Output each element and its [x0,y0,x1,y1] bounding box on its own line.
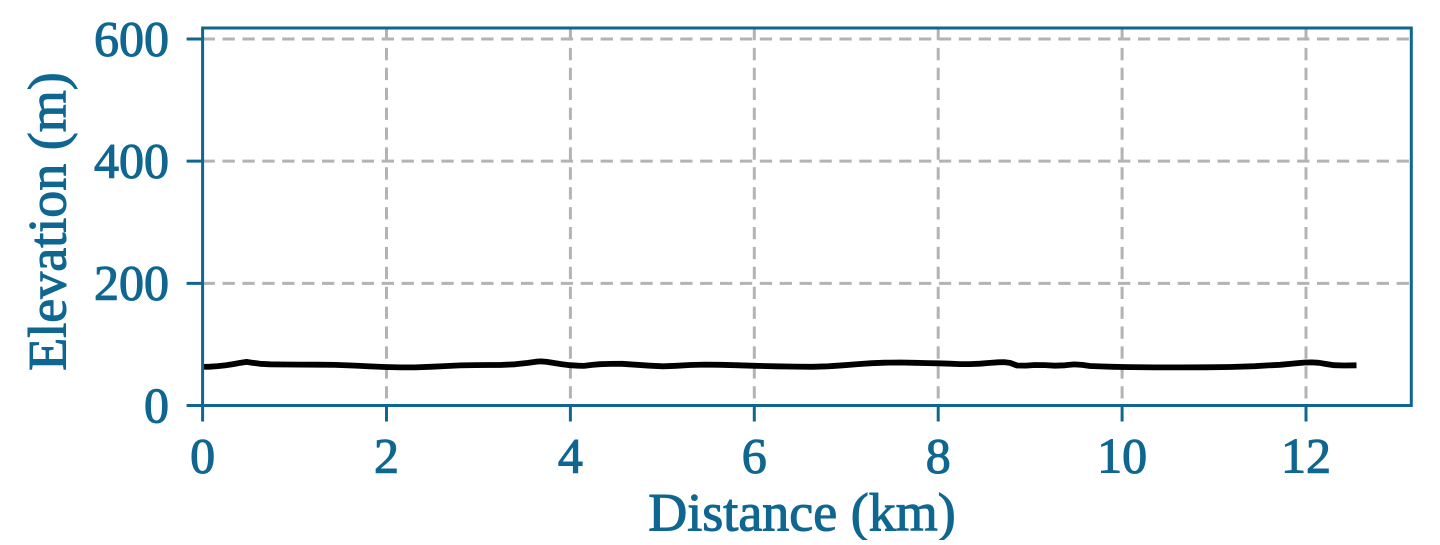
svg-text:12: 12 [1281,428,1331,484]
svg-text:4: 4 [558,428,583,484]
svg-text:Distance (km): Distance (km) [648,483,955,541]
svg-text:10: 10 [1097,428,1147,484]
svg-text:0: 0 [144,377,169,433]
svg-text:Elevation (m): Elevation (m) [18,72,78,370]
svg-text:6: 6 [742,428,767,484]
svg-text:8: 8 [926,428,951,484]
svg-text:600: 600 [94,10,169,66]
svg-text:2: 2 [374,428,399,484]
svg-text:200: 200 [94,255,169,311]
svg-text:400: 400 [94,133,169,189]
svg-text:0: 0 [190,428,215,484]
